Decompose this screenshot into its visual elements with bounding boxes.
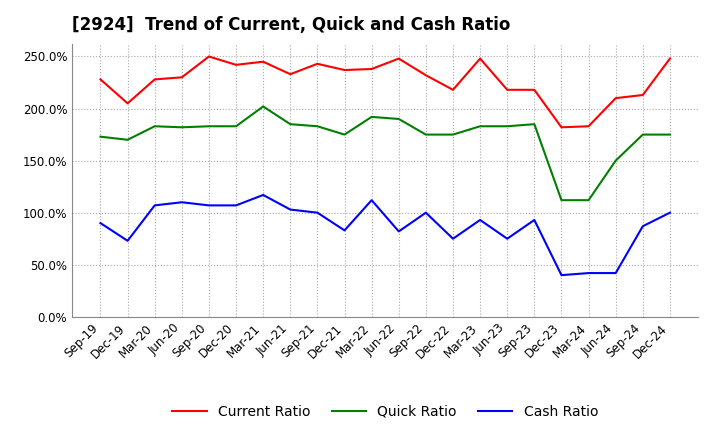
Cash Ratio <box>313 210 322 215</box>
Text: [2924]  Trend of Current, Quick and Cash Ratio: [2924] Trend of Current, Quick and Cash … <box>72 16 510 34</box>
Cash Ratio <box>123 238 132 243</box>
Current Ratio <box>449 87 457 92</box>
Quick Ratio <box>557 198 566 203</box>
Current Ratio <box>150 77 159 82</box>
Cash Ratio <box>449 236 457 242</box>
Current Ratio <box>178 75 186 80</box>
Current Ratio <box>123 101 132 106</box>
Quick Ratio <box>503 124 511 129</box>
Cash Ratio <box>204 203 213 208</box>
Current Ratio <box>341 67 349 73</box>
Quick Ratio <box>639 132 647 137</box>
Cash Ratio <box>665 210 674 215</box>
Cash Ratio <box>584 271 593 276</box>
Current Ratio <box>584 124 593 129</box>
Cash Ratio <box>476 217 485 223</box>
Current Ratio <box>476 56 485 61</box>
Quick Ratio <box>204 124 213 129</box>
Current Ratio <box>503 87 511 92</box>
Cash Ratio <box>421 210 430 215</box>
Quick Ratio <box>367 114 376 120</box>
Current Ratio <box>286 72 294 77</box>
Legend: Current Ratio, Quick Ratio, Cash Ratio: Current Ratio, Quick Ratio, Cash Ratio <box>167 400 603 425</box>
Cash Ratio <box>503 236 511 242</box>
Current Ratio <box>639 92 647 98</box>
Cash Ratio <box>232 203 240 208</box>
Cash Ratio <box>611 271 620 276</box>
Quick Ratio <box>341 132 349 137</box>
Cash Ratio <box>639 224 647 229</box>
Cash Ratio <box>178 200 186 205</box>
Current Ratio <box>611 95 620 101</box>
Quick Ratio <box>96 134 105 139</box>
Quick Ratio <box>530 121 539 127</box>
Quick Ratio <box>665 132 674 137</box>
Quick Ratio <box>286 121 294 127</box>
Quick Ratio <box>421 132 430 137</box>
Quick Ratio <box>476 124 485 129</box>
Current Ratio <box>313 61 322 66</box>
Quick Ratio <box>313 124 322 129</box>
Cash Ratio <box>395 229 403 234</box>
Current Ratio <box>395 56 403 61</box>
Line: Quick Ratio: Quick Ratio <box>101 106 670 200</box>
Cash Ratio <box>96 220 105 226</box>
Quick Ratio <box>259 104 268 109</box>
Quick Ratio <box>232 124 240 129</box>
Current Ratio <box>665 56 674 61</box>
Current Ratio <box>96 77 105 82</box>
Cash Ratio <box>286 207 294 212</box>
Cash Ratio <box>150 203 159 208</box>
Current Ratio <box>204 54 213 59</box>
Current Ratio <box>259 59 268 64</box>
Current Ratio <box>530 87 539 92</box>
Quick Ratio <box>584 198 593 203</box>
Current Ratio <box>557 125 566 130</box>
Cash Ratio <box>557 272 566 278</box>
Current Ratio <box>232 62 240 67</box>
Cash Ratio <box>367 198 376 203</box>
Quick Ratio <box>178 125 186 130</box>
Quick Ratio <box>123 137 132 143</box>
Current Ratio <box>421 73 430 78</box>
Quick Ratio <box>150 124 159 129</box>
Current Ratio <box>367 66 376 72</box>
Quick Ratio <box>449 132 457 137</box>
Line: Cash Ratio: Cash Ratio <box>101 195 670 275</box>
Quick Ratio <box>395 116 403 121</box>
Cash Ratio <box>341 228 349 233</box>
Cash Ratio <box>259 192 268 198</box>
Line: Current Ratio: Current Ratio <box>101 56 670 127</box>
Quick Ratio <box>611 158 620 163</box>
Cash Ratio <box>530 217 539 223</box>
